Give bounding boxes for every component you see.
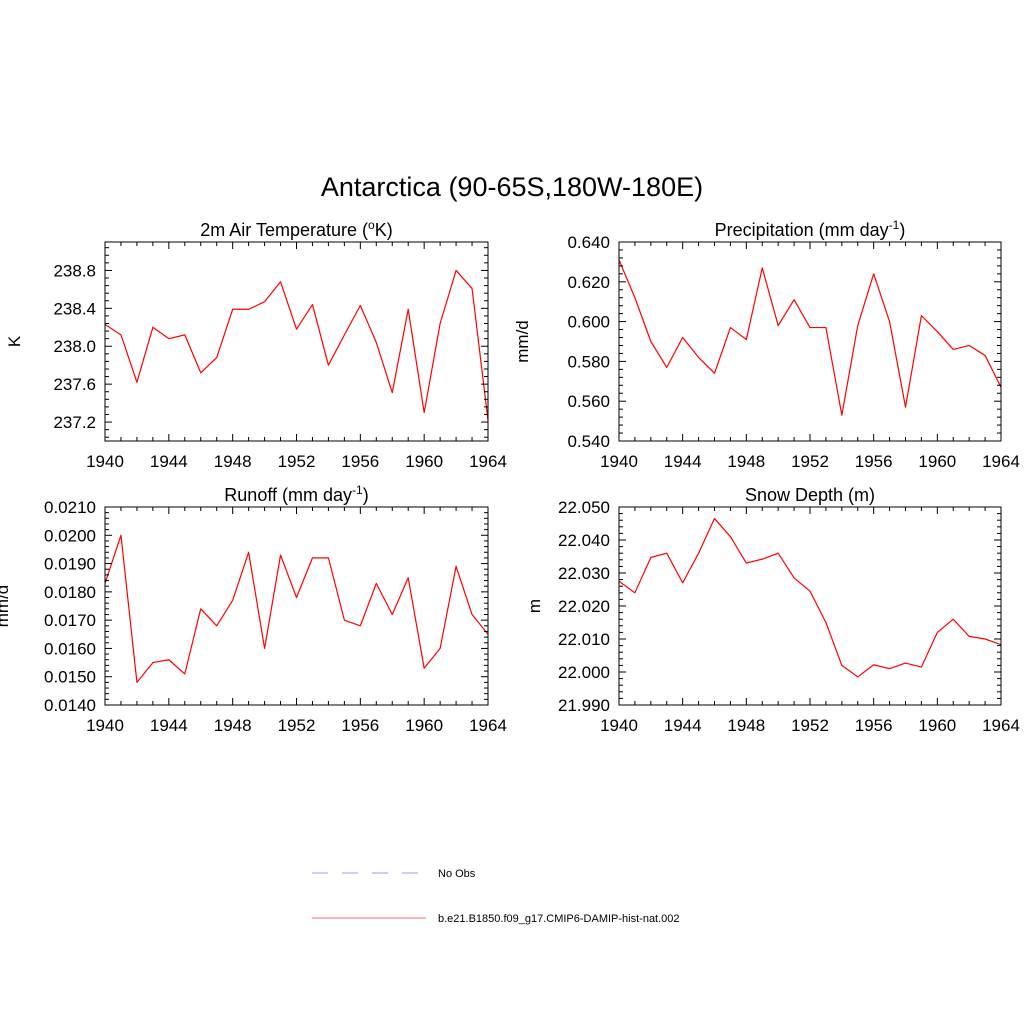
y-tick-label: 237.2 [53,413,96,432]
x-tick-label: 1956 [855,716,893,735]
x-tick-label: 1940 [86,716,124,735]
y-tick-label: 22.040 [558,531,610,550]
y-tick-label: 238.0 [53,337,96,356]
y-tick-label: 0.580 [567,352,610,371]
x-tick-label: 1948 [727,452,765,471]
series-line-air-temperature [105,269,488,421]
y-tick-label: 0.0170 [44,611,96,630]
y-tick-label: 21.990 [558,696,610,715]
x-tick-label: 1960 [918,452,956,471]
panel-title-text: Snow Depth (m) [745,485,875,505]
x-tick-label: 1952 [791,716,829,735]
y-tick-label: 0.0150 [44,668,96,687]
panel-snow-depth: Snow Depth (m) 1940 1944 1948 1952 1956 1960 19… [525,485,1020,735]
y-axis-label-runoff: mm/d [0,585,12,628]
x-tick-label: 1960 [918,716,956,735]
x-tick-label: 1944 [150,452,188,471]
x-tick-label: 1956 [341,452,379,471]
legend-item-1: b.e21.B1850.f09_g17.CMIP6-DAMIP-hist-nat… [312,913,680,925]
panel-air-temperature: 2m Air Temperature (oK) 1940 1944 1948 1952 1… [5,218,507,471]
series-line-snow-depth [619,517,1001,678]
x-tick-label: 1964 [982,716,1020,735]
x-tick-label: 1944 [664,716,702,735]
y-axis-label-air-temperature: K [5,335,24,347]
panel-title-suffix: ) [899,220,905,240]
y-tick-label: 0.540 [567,432,610,451]
y-tick-label: 22.030 [558,564,610,583]
panel-title-suffix: K) [375,220,393,240]
x-tick-label: 1948 [727,716,765,735]
panel-title-suffix: ) [363,485,369,505]
x-tick-label: 1948 [214,452,252,471]
x-tick-label: 1960 [405,716,443,735]
panels: 2m Air Temperature (oK)1940 1944 1948 1952 1… [0,218,1020,735]
y-tick-label: 238.4 [53,299,96,318]
panel-title-air-temperature: 2m Air Temperature (oK) [200,218,392,240]
panel-title-superscript: -1 [889,218,900,232]
panel-title-superscript: o [368,218,375,232]
legend-label-1: b.e21.B1850.f09_g17.CMIP6-DAMIP-hist-nat… [438,913,680,925]
y-tick-label: 0.0210 [44,498,96,517]
x-tick-label: 1940 [600,716,638,735]
panel-title-runoff: Runoff (mm day-1) [224,483,368,505]
y-tick-label: 22.000 [558,663,610,682]
x-tick-label: 1944 [150,716,188,735]
panel-title-superscript: -1 [352,483,363,497]
legend-item-0: No Obs [312,868,476,880]
y-tick-label: 0.600 [567,313,610,332]
x-tick-label: 1952 [791,452,829,471]
legend: No Obs b.e21.B1850.f09_g17.CMIP6-DAMIP-hi… [312,868,680,925]
y-tick-label: 238.8 [53,261,96,280]
legend-label-0: No Obs [438,868,476,880]
x-tick-label: 1952 [278,452,316,471]
y-tick-label: 0.640 [567,233,610,252]
panel-title-text: Precipitation (mm day [715,220,889,240]
x-tick-label: 1952 [278,716,316,735]
y-axis-label-snow-depth: m [525,599,544,613]
y-tick-label: 0.560 [567,392,610,411]
y-tick-label: 0.0200 [44,526,96,545]
y-tick-label: 22.020 [558,597,610,616]
series-line-runoff [105,534,488,683]
panel-title-snow-depth: Snow Depth (m) [745,485,875,505]
y-tick-label: 0.0180 [44,583,96,602]
x-tick-label: 1956 [855,452,893,471]
x-tick-label: 1956 [341,716,379,735]
panel-title-precipitation: Precipitation (mm day-1) [715,218,906,240]
series-line-precipitation [619,259,1001,416]
panel-title-text: Runoff (mm day [224,485,352,505]
x-tick-label: 1964 [469,716,507,735]
x-tick-label: 1964 [469,452,507,471]
y-tick-label: 22.010 [558,630,610,649]
x-tick-label: 1948 [214,716,252,735]
panel-runoff: Runoff (mm day-1) 1940 1944 1948 1952 1956 196… [0,483,507,735]
figure-title: Antarctica (90-65S,180W-180E) [321,172,703,202]
panel-precipitation: Precipitation (mm day-1) 1940 1944 1948 1952… [513,218,1020,471]
panel-title-text: 2m Air Temperature ( [200,220,368,240]
y-tick-label: 22.050 [558,498,610,517]
y-tick-label: 0.620 [567,273,610,292]
x-tick-label: 1944 [664,452,702,471]
x-tick-label: 1940 [86,452,124,471]
y-axis-label-precipitation: mm/d [513,320,532,363]
x-tick-label: 1964 [982,452,1020,471]
y-tick-label: 237.6 [53,375,96,394]
y-tick-label: 0.0140 [44,696,96,715]
x-tick-label: 1940 [600,452,638,471]
x-tick-label: 1960 [405,452,443,471]
y-tick-label: 0.0160 [44,639,96,658]
y-tick-label: 0.0190 [44,555,96,574]
